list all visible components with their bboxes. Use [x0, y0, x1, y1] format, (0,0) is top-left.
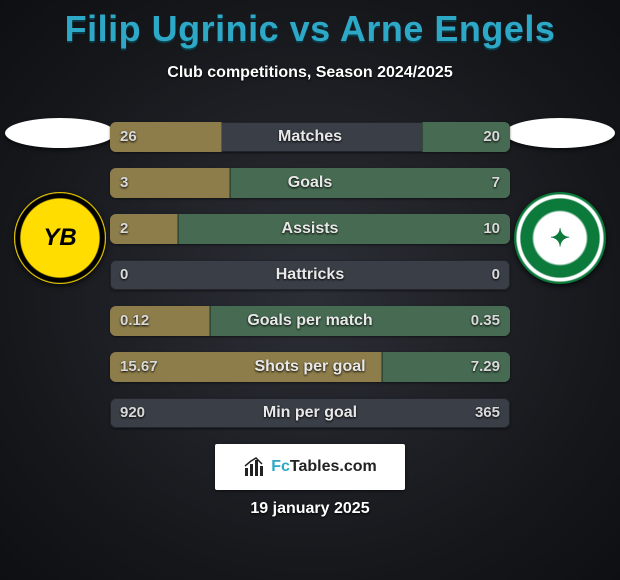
stat-row: 0.120.35Goals per match	[110, 306, 510, 336]
footer-logo-rest: Tables.com	[290, 458, 377, 475]
stat-label: Goals	[110, 168, 510, 198]
comparison-stage: YB ✦ 2620Matches 37Goals 210Assists 00Hattr…	[0, 114, 620, 444]
stat-row: 920365Min per goal	[110, 398, 510, 428]
player-right-avatar-placeholder	[505, 118, 615, 148]
stat-bars: 2620Matches 37Goals 210Assists 00Hattricks 0…	[110, 122, 510, 444]
page-title: Filip Ugrinic vs Arne Engels	[0, 0, 620, 50]
stat-row: 210Assists	[110, 214, 510, 244]
stat-label: Hattricks	[110, 260, 510, 290]
subtitle: Club competitions, Season 2024/2025	[0, 64, 620, 82]
stat-row: 00Hattricks	[110, 260, 510, 290]
stat-row: 15.677.29Shots per goal	[110, 352, 510, 382]
stat-label: Min per goal	[110, 398, 510, 428]
club-badge-left-text: YB	[43, 224, 76, 252]
footer-logo-accent: Fc	[271, 458, 290, 475]
player-left-column: YB	[0, 114, 120, 444]
player-left-avatar-placeholder	[5, 118, 115, 148]
date-label: 19 january 2025	[0, 500, 620, 518]
stat-row: 2620Matches	[110, 122, 510, 152]
stat-label: Shots per goal	[110, 352, 510, 382]
footer-logo: FcTables.com	[215, 444, 405, 490]
stat-label: Matches	[110, 122, 510, 152]
stat-row: 37Goals	[110, 168, 510, 198]
chart-icon	[243, 456, 265, 478]
player-right-column: ✦	[500, 114, 620, 444]
stat-label: Assists	[110, 214, 510, 244]
club-badge-left: YB	[14, 192, 106, 284]
club-badge-right-text: ✦	[550, 224, 570, 253]
stat-label: Goals per match	[110, 306, 510, 336]
footer-logo-text: FcTables.com	[271, 458, 377, 476]
club-badge-right: ✦	[514, 192, 606, 284]
